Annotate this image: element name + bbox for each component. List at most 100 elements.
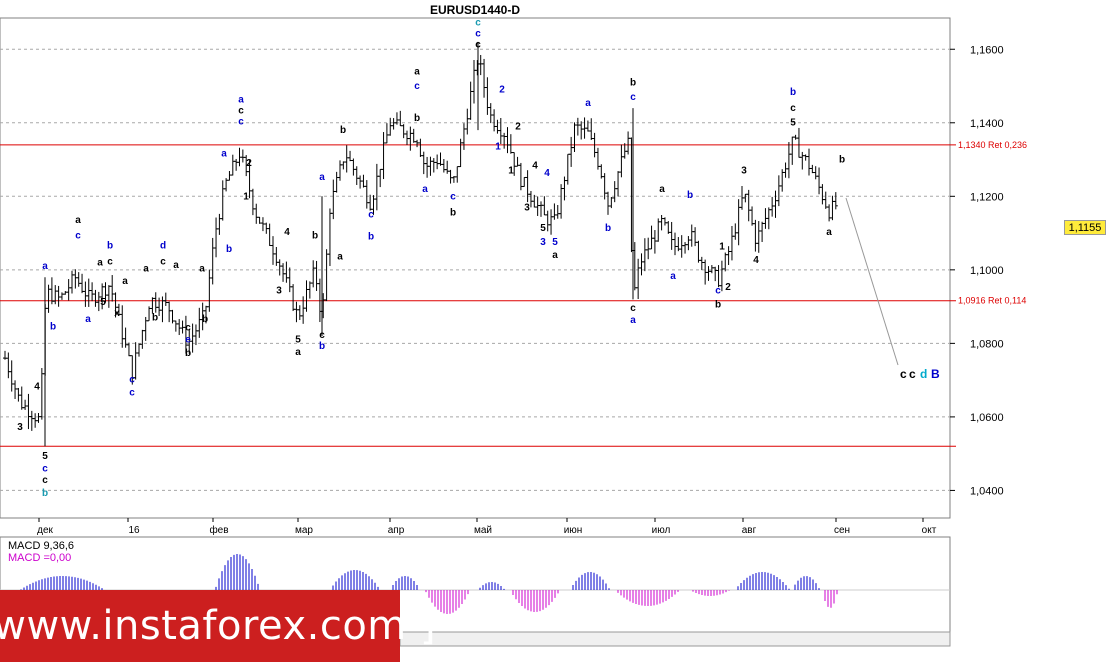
wave-label: c (238, 117, 244, 128)
wave-label: b (790, 87, 796, 98)
target-label: c c d B (900, 367, 940, 381)
wave-label: b (605, 223, 611, 234)
macd-title: MACD 9,36,6 (8, 540, 74, 552)
x-tick-label: авг (742, 525, 757, 536)
wave-label: 2 (499, 85, 505, 96)
wave-label: e (185, 335, 191, 346)
target-d: d (920, 367, 927, 381)
wave-label: 4 (544, 168, 550, 179)
wave-label: c (185, 323, 191, 334)
wave-label: 4 (532, 161, 538, 172)
wave-label: 2 (515, 121, 521, 132)
wave-label: b (185, 348, 191, 359)
wave-label: a (670, 271, 676, 282)
x-tick-label: сен (834, 525, 850, 536)
wave-label: b (50, 321, 56, 332)
wave-label: c (475, 28, 481, 39)
wave-label: 5 (42, 451, 48, 462)
wave-label: 3 (540, 237, 546, 248)
wave-label: 4 (34, 381, 40, 392)
wave-label: c (475, 17, 481, 28)
wave-label: 2 (725, 282, 731, 293)
wave-label: a (122, 276, 128, 287)
target-B: B (931, 367, 940, 381)
wave-label: b (226, 244, 232, 255)
y-tick-label: 1,0400 (970, 485, 1004, 497)
plot-frame (0, 17, 951, 519)
target-c2: c (909, 367, 916, 381)
wave-label: a (75, 215, 81, 226)
x-tick-label: июл (652, 525, 671, 536)
wave-label: c (75, 231, 81, 242)
y-tick-label: 1,1000 (970, 265, 1004, 277)
wave-label: 4 (753, 255, 759, 266)
wave-label: a (143, 264, 149, 275)
wave-label: b (715, 299, 721, 310)
wave-label: a (238, 95, 244, 106)
x-tick-label: май (474, 525, 492, 536)
wave-label: x (114, 308, 120, 319)
wave-label: 5 (790, 118, 796, 129)
target-c1: c (900, 367, 907, 381)
wave-label: c (715, 286, 721, 297)
wave-label: a (659, 184, 665, 195)
x-tick-label: дек (37, 525, 53, 536)
wave-label: b (312, 231, 318, 242)
price-grid (0, 48, 950, 491)
wave-label: a (173, 260, 179, 271)
wave-label: a (85, 314, 91, 325)
y-tick-label: 1,0800 (970, 338, 1004, 350)
wave-label: a (221, 149, 227, 160)
wave-label: b (107, 241, 113, 252)
wave-label: b (319, 341, 325, 352)
wave-label: a (337, 252, 343, 263)
wave-label: 3 (276, 286, 282, 297)
x-tick-label: апр (388, 525, 405, 536)
wave-label: b (340, 125, 346, 136)
macd-value: MACD =0,00 (8, 552, 71, 564)
wave-label: c (475, 39, 481, 50)
y-axis: 1,0400 1,0600 1,0800 1,1000 1,1200 1,1400 1,16… (950, 44, 1004, 497)
wave-label: 3 (524, 202, 530, 213)
wave-label: 5 (552, 237, 558, 248)
x-tick-label: 16 (128, 525, 140, 536)
wave-label: c (42, 463, 48, 474)
wave-label: a (826, 227, 832, 238)
wave-label: d (160, 241, 166, 252)
projection-line (845, 197, 899, 366)
ret-label: 1,1340 Ret 0,236 (958, 140, 1027, 150)
wave-label: 2 (246, 158, 252, 169)
scroll-strip (399, 631, 951, 647)
wave-label: a (552, 250, 558, 261)
x-tick-label: фев (209, 524, 228, 536)
wave-label: c (160, 256, 166, 267)
wave-label: 3 (17, 422, 23, 433)
wave-label: c (129, 375, 135, 386)
y-tick-label: 1,1600 (970, 44, 1004, 56)
wave-label: b (42, 488, 48, 499)
wave-label: 1 (508, 166, 514, 177)
wave-label: 4 (284, 227, 290, 238)
wave-label: c (42, 475, 48, 486)
x-tick-label: окт (922, 525, 937, 536)
x-tick-label: июн (564, 525, 583, 536)
x-axis: дек 16 фев мар апр май июн июл авг сен окт (37, 518, 937, 536)
wave-label: b (630, 77, 636, 88)
wave-label: c (319, 330, 325, 341)
wave-label: c (790, 103, 796, 114)
watermark-banner: [ www.instaforex.com ] (0, 590, 436, 662)
y-tick-label: 1,1400 (970, 118, 1004, 130)
wave-label: 5 (540, 223, 546, 234)
wave-label: a (422, 184, 428, 195)
wave-label: a (97, 257, 103, 268)
y-tick-label: 1,0600 (970, 412, 1004, 424)
wave-label: 1 (719, 242, 725, 253)
x-tick-label: мар (295, 525, 313, 536)
wave-label: c (129, 388, 135, 399)
macd-histogram (0, 554, 951, 647)
wave-label: c (450, 191, 456, 202)
wave-label: c (630, 303, 636, 314)
wave-label: b (839, 154, 845, 165)
